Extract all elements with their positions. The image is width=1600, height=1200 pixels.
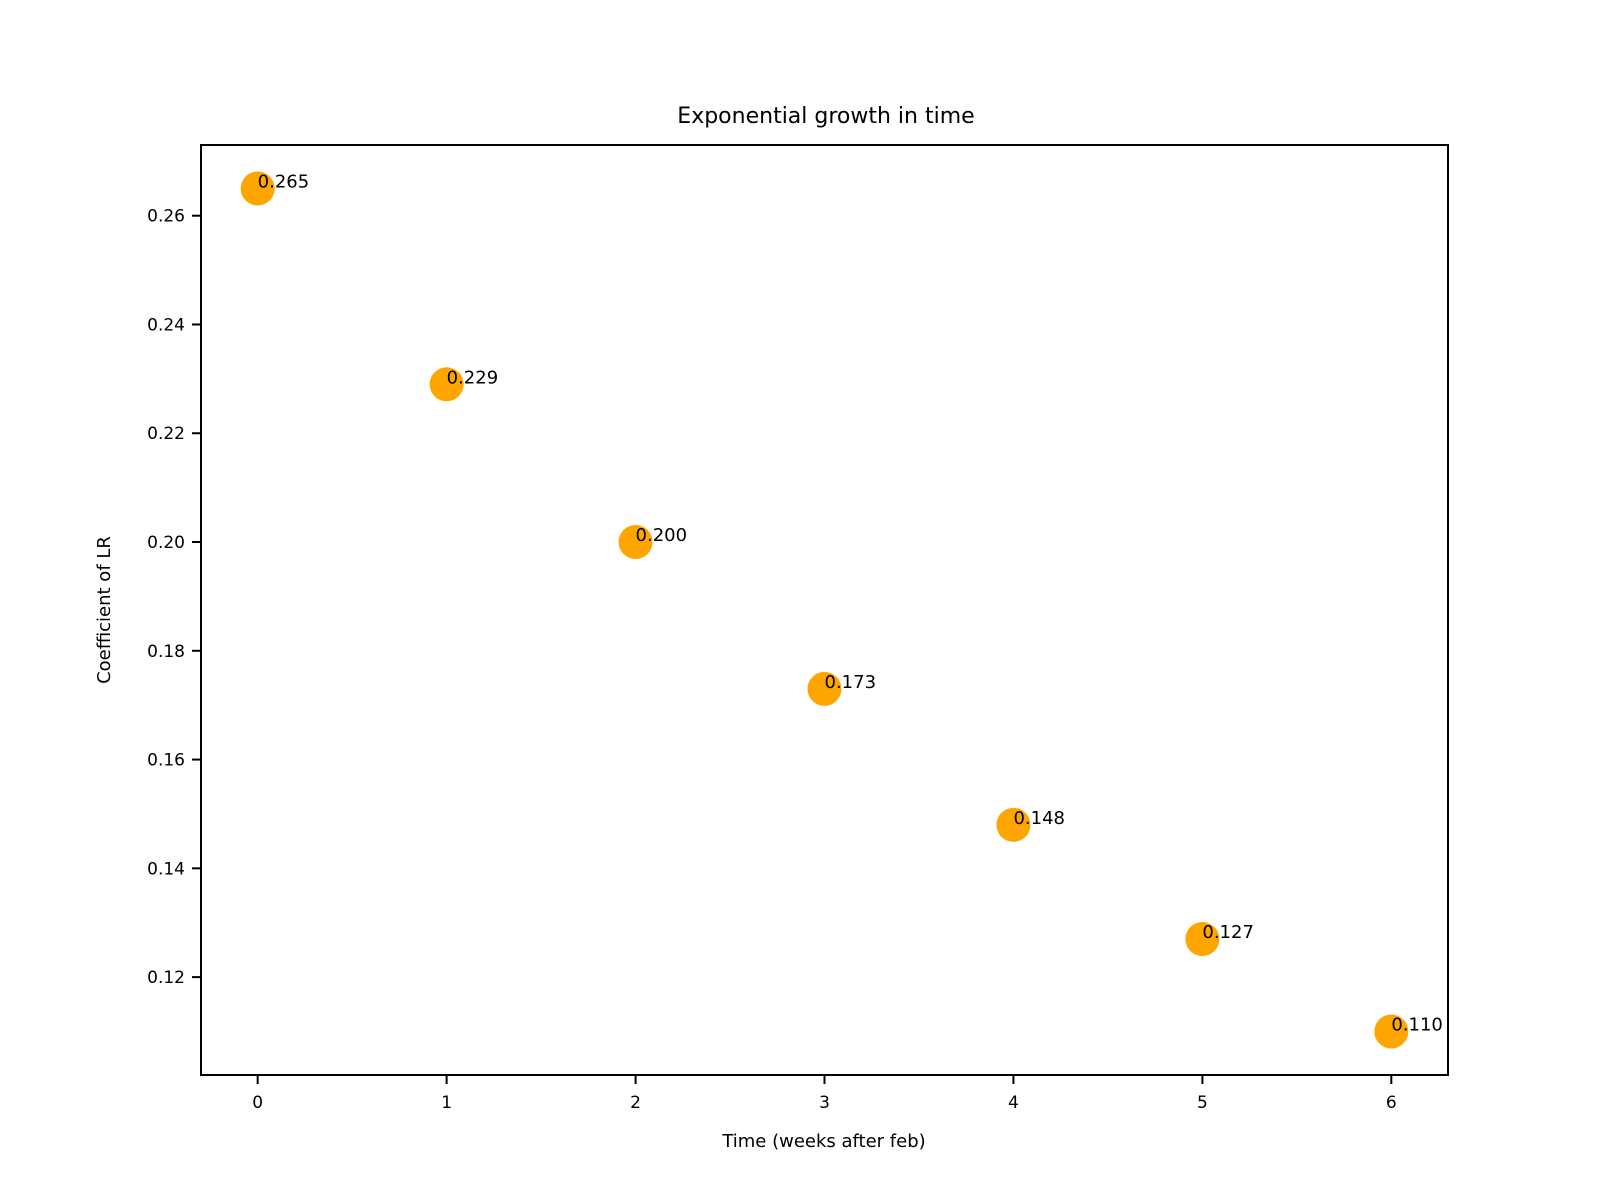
- x-tick-label: 4: [1008, 1093, 1019, 1113]
- data-label: 0.200: [636, 525, 688, 546]
- x-tick-label: 1: [441, 1093, 452, 1113]
- y-tick-label: 0.20: [147, 533, 185, 553]
- data-label: 0.127: [1202, 922, 1254, 943]
- data-points: [240, 171, 1409, 1049]
- data-label: 0.148: [1013, 808, 1065, 829]
- x-tick-label: 2: [630, 1093, 641, 1113]
- y-axis-ticks: 0.12 0.14 0.16 0.18 0.20 0.22 0.24 0.26: [147, 207, 201, 988]
- y-tick-label: 0.16: [147, 751, 185, 771]
- data-point: [240, 171, 275, 206]
- y-tick-label: 0.24: [147, 315, 185, 335]
- data-point: [1185, 922, 1220, 957]
- y-tick-label: 0.26: [147, 207, 185, 227]
- y-tick-label: 0.12: [147, 968, 185, 988]
- x-tick-label: 5: [1197, 1093, 1208, 1113]
- x-axis-label: Time (weeks after feb): [721, 1131, 925, 1152]
- y-tick-label: 0.18: [147, 642, 185, 662]
- data-point: [807, 671, 842, 706]
- y-tick-label: 0.14: [147, 859, 185, 879]
- x-tick-label: 3: [819, 1093, 830, 1113]
- data-point: [429, 367, 464, 402]
- x-tick-label: 6: [1386, 1093, 1397, 1113]
- y-axis-label: Coefficient of LR: [94, 536, 115, 684]
- data-point: [996, 807, 1031, 842]
- plot-frame: [200, 144, 1449, 1076]
- data-point: [1374, 1014, 1409, 1049]
- x-axis-ticks: 0 1 2 3 4 5 6: [252, 1075, 1397, 1113]
- x-tick-label: 0: [252, 1093, 263, 1113]
- data-label: 0.229: [447, 367, 499, 388]
- data-label: 0.265: [258, 172, 310, 193]
- data-label: 0.110: [1391, 1014, 1443, 1035]
- data-point: [618, 525, 653, 560]
- data-point-labels: 0.265 0.229 0.200 0.173 0.148 0.127 0.110: [258, 172, 1443, 1036]
- chart-title: Exponential growth in time: [677, 104, 974, 129]
- data-label: 0.173: [825, 672, 877, 693]
- y-tick-label: 0.22: [147, 424, 185, 444]
